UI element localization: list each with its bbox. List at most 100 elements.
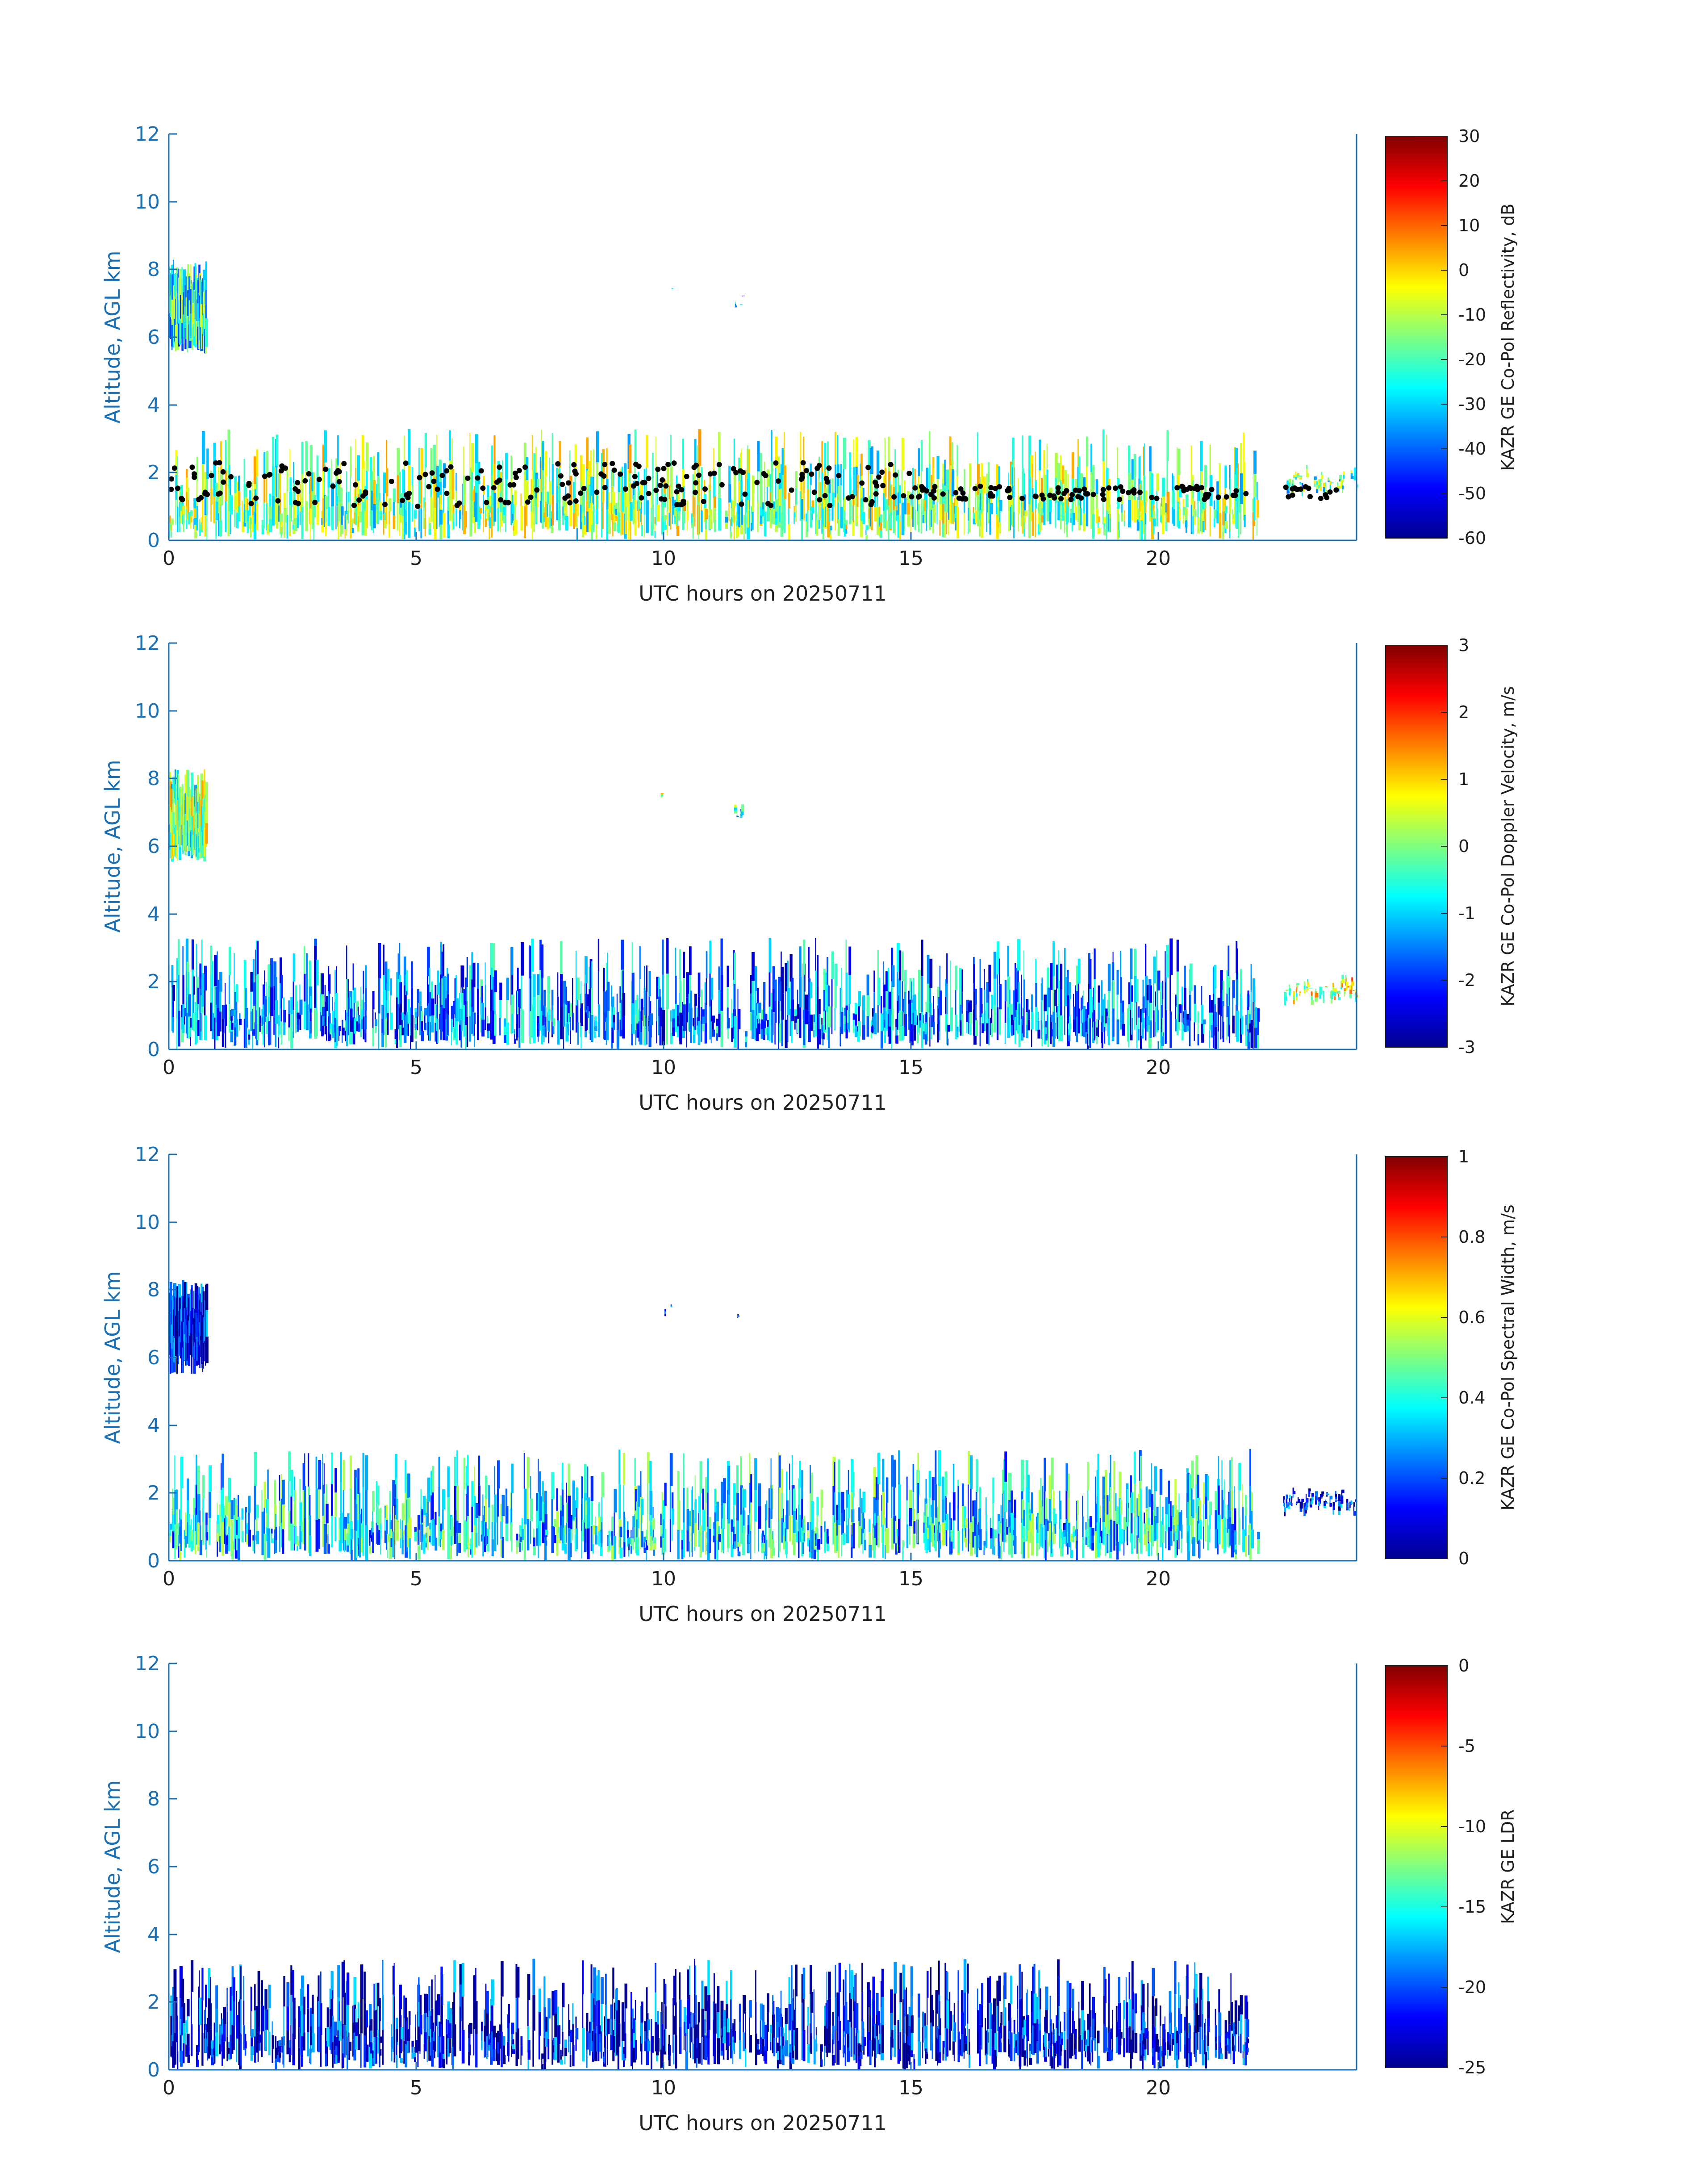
- radar-cell: [556, 1533, 559, 1556]
- radar-cell: [201, 1007, 203, 1040]
- radar-cell: [641, 1515, 642, 1531]
- radar-cell: [173, 812, 175, 834]
- radar-cell: [243, 1019, 245, 1048]
- radar-cell: [1209, 995, 1211, 1013]
- radar-cell: [169, 515, 171, 523]
- radar-cell: [1321, 478, 1322, 482]
- radar-cell: [334, 1492, 337, 1517]
- radar-cell: [731, 499, 733, 508]
- radar-cell: [537, 507, 538, 522]
- radar-cell: [1197, 501, 1199, 518]
- radar-cell: [816, 520, 818, 528]
- y-tick-label: 0: [147, 1038, 160, 1061]
- radar-cell: [1186, 1025, 1189, 1032]
- radar-cell: [768, 1528, 771, 1548]
- radar-cell: [652, 452, 654, 479]
- radar-cell: [730, 532, 732, 539]
- radar-cell: [432, 1519, 435, 1546]
- radar-cell: [401, 1012, 405, 1020]
- radar-cell: [526, 503, 527, 526]
- radar-cell: [1070, 518, 1072, 523]
- radar-cell: [327, 1534, 329, 1544]
- radar-cell: [615, 509, 618, 515]
- radar-cell: [190, 1333, 191, 1355]
- radar-cell: [533, 1537, 535, 1546]
- radar-cell: [809, 1551, 811, 1558]
- radar-cell: [933, 504, 936, 523]
- radar-cell: [783, 1535, 786, 1549]
- radar-cell: [169, 1536, 171, 1542]
- radar-cell: [607, 953, 608, 982]
- radar-cell: [570, 1016, 571, 1031]
- radar-cell: [689, 1003, 691, 1032]
- radar-cell: [876, 450, 880, 479]
- radar-cell: [369, 1530, 372, 1538]
- radar-cell: [1092, 997, 1093, 1013]
- radar-cell: [176, 958, 179, 989]
- radar-cell: [1083, 990, 1084, 1006]
- radar-cell: [378, 943, 381, 978]
- radar-cell: [716, 1501, 719, 1521]
- radar-cell: [344, 1528, 347, 1540]
- radar-cell: [184, 1308, 186, 1334]
- radar-cell: [653, 1543, 656, 1550]
- radar-cell: [916, 1024, 918, 1034]
- radar-cell: [1225, 521, 1228, 529]
- radar-cell: [221, 1454, 224, 1488]
- radar-cell: [470, 1538, 472, 1544]
- radar-cell: [888, 437, 890, 472]
- radar-cell: [736, 816, 739, 817]
- radar-cell: [1131, 500, 1134, 521]
- radar-cell: [613, 1022, 615, 1030]
- radar-cell: [1155, 1021, 1157, 1036]
- radar-cell: [280, 1474, 283, 1499]
- radar-cell: [1103, 523, 1106, 530]
- radar-cell: [736, 503, 740, 514]
- radar-cell: [1133, 500, 1137, 523]
- radar-cell: [189, 827, 191, 846]
- radar-cell: [894, 477, 897, 506]
- radar-cell: [1060, 963, 1063, 990]
- radar-cell: [1230, 513, 1231, 531]
- radar-cell: [877, 1005, 879, 1033]
- radar-cell: [733, 439, 735, 472]
- radar-cell: [1022, 435, 1023, 468]
- radar-cell: [279, 1526, 280, 1552]
- radar-cell: [289, 477, 292, 505]
- radar-cell: [733, 984, 736, 1016]
- radar-cell: [361, 468, 364, 502]
- radar-cell: [1023, 515, 1025, 537]
- radar-cell: [400, 1538, 401, 1548]
- radar-cell: [1137, 1017, 1140, 1029]
- radar-cell: [386, 496, 387, 525]
- radar-cell: [520, 1525, 522, 1531]
- radar-cell: [464, 1025, 467, 1049]
- radar-cell: [641, 1499, 644, 1515]
- radar-cell: [431, 998, 434, 1015]
- radar-cell: [733, 472, 736, 506]
- radar-cell: [1211, 1025, 1213, 1038]
- radar-cell: [699, 1493, 701, 1525]
- radar-cell: [666, 464, 669, 488]
- radar-cell: [328, 991, 329, 1016]
- radar-cell: [1047, 967, 1049, 991]
- radar-cell: [1197, 517, 1200, 534]
- radar-cell: [748, 1525, 751, 1534]
- radar-cell: [505, 479, 508, 506]
- radar-cell: [1323, 482, 1326, 487]
- radar-cell: [1013, 512, 1015, 539]
- radar-cell: [946, 983, 948, 1014]
- radar-cell: [169, 1524, 172, 1530]
- radar-cell: [322, 1485, 324, 1516]
- radar-cell: [653, 1550, 655, 1556]
- radar-cell: [580, 505, 583, 530]
- radar-cell: [632, 1538, 634, 1550]
- radar-cell: [551, 433, 553, 464]
- radar-cell: [197, 1522, 200, 1551]
- radar-cell: [640, 1471, 642, 1497]
- radar-cell: [1040, 1020, 1042, 1039]
- radar-cell: [365, 1455, 368, 1491]
- cloud-base-point: [171, 465, 177, 471]
- radar-cell: [1295, 996, 1298, 1001]
- radar-cell: [379, 502, 382, 511]
